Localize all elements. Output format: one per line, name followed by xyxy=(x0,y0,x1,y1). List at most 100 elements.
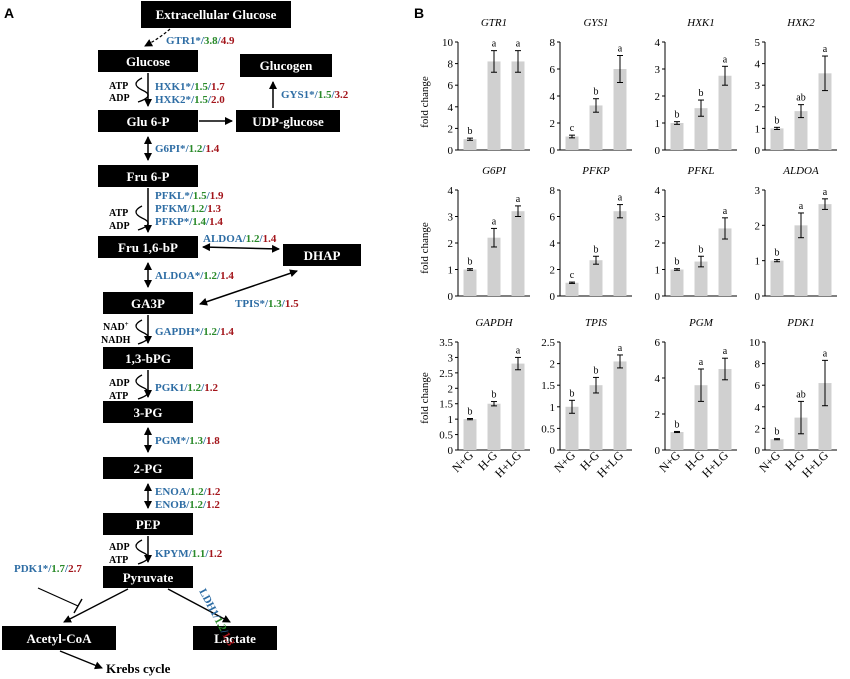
enzyme-aldoa-right: ALDOA/1.2/1.4 xyxy=(203,233,277,245)
x-category-tpis-0: N+G xyxy=(551,448,578,475)
bar-gtr1-2 xyxy=(511,61,525,150)
tick-label-pfkl: 0 xyxy=(655,291,661,303)
chart-hxk2: HXK2 0 1 2 3 4 5 b ab a xyxy=(755,17,837,157)
tick-label-gtr1: 2 xyxy=(448,123,454,135)
enzyme-gapdh: GAPDH*/1.2/1.4 xyxy=(155,326,234,338)
metabolite-glucogen: Glucogen xyxy=(240,54,332,77)
tick-label-hxk2: 3 xyxy=(755,80,761,92)
svg-text:2-PG: 2-PG xyxy=(134,461,163,476)
svg-text:Fru 6-P: Fru 6-P xyxy=(127,169,170,184)
tick-label-pdk1: 10 xyxy=(749,337,761,349)
chart-title-gys1: GYS1 xyxy=(583,17,608,29)
chart-title-hxk1: HXK1 xyxy=(686,17,715,29)
cofactor-nadh: NADH xyxy=(101,335,131,346)
chart-title-pfkl: PFKL xyxy=(687,165,715,177)
svg-text:Extracellular Glucose: Extracellular Glucose xyxy=(156,7,277,22)
tick-label-pfkp: 4 xyxy=(550,238,556,250)
ylabel-row-3: fold change xyxy=(419,372,431,424)
svg-text:GA3P: GA3P xyxy=(131,296,165,311)
significance-letter-gtr1-0: b xyxy=(468,126,473,137)
tick-label-tpis: 2 xyxy=(550,359,556,371)
metabolite-13bpg: 1,3-bPG xyxy=(103,347,193,369)
cofactor-curl-pfk xyxy=(135,205,149,231)
bar-tpis-2 xyxy=(613,361,627,450)
significance-letter-aldoa-0: b xyxy=(775,248,780,259)
metabolite-3pg: 3-PG xyxy=(103,401,193,423)
enzyme-gys1: GYS1*/1.5/3.2 xyxy=(281,89,349,101)
tick-label-pdk1: 2 xyxy=(755,423,761,435)
cofactor-adp-pgk1: ADP xyxy=(109,378,130,389)
significance-letter-pfkp-0: c xyxy=(570,270,575,281)
panel-b-label: B xyxy=(414,5,424,21)
tick-label-pgm: 2 xyxy=(655,409,661,421)
enzyme-hxk2: HXK2*/1.5/2.0 xyxy=(155,94,225,106)
tick-label-hxk1: 1 xyxy=(655,118,661,130)
significance-letter-gys1-0: c xyxy=(570,123,575,134)
arrow-pyruvate-lactate xyxy=(167,588,231,623)
tick-label-gtr1: 6 xyxy=(448,80,454,92)
significance-letter-gapdh-0: b xyxy=(468,407,473,418)
tick-label-hxk1: 2 xyxy=(655,91,661,103)
x-category-tpis-2: H+LG xyxy=(594,448,626,480)
significance-letter-tpis-0: b xyxy=(570,388,575,399)
chart-title-gapdh: GAPDH xyxy=(475,317,513,329)
cofactor-atp-pfk: ATP xyxy=(109,208,128,219)
chart-title-pgm: PGM xyxy=(688,317,714,329)
chart-hxk1: HXK1 0 1 2 3 4 b b a xyxy=(655,17,737,157)
tick-label-gapdh: 2.5 xyxy=(439,368,453,380)
tick-label-gys1: 6 xyxy=(550,64,556,76)
tick-label-pfkp: 6 xyxy=(550,212,556,224)
bar-hxk1-2 xyxy=(718,75,732,150)
tick-label-gys1: 2 xyxy=(550,118,556,130)
enzyme-pfkp: PFKP*/1.4/1.4 xyxy=(155,216,223,228)
significance-letter-gys1-2: a xyxy=(618,44,623,55)
cofactor-curl-hxk xyxy=(135,77,149,103)
enzyme-kpym: KPYM/1.1/1.2 xyxy=(155,548,223,560)
significance-letter-gapdh-1: b xyxy=(492,390,497,401)
tick-label-aldoa: 0 xyxy=(755,291,761,303)
chart-gys1: GYS1 0 2 4 6 8 c b a xyxy=(550,17,632,157)
significance-letter-hxk2-2: a xyxy=(823,44,828,55)
tick-label-hxk2: 5 xyxy=(755,37,761,49)
tick-label-pfkp: 8 xyxy=(550,185,556,197)
tick-label-pfkl: 3 xyxy=(655,212,661,224)
chart-pfkp: PFKP 0 2 4 6 8 c b a xyxy=(550,165,632,303)
tick-label-pgm: 6 xyxy=(655,337,661,349)
tick-label-gys1: 4 xyxy=(550,91,556,103)
tick-label-gapdh: 3 xyxy=(448,352,454,364)
chart-title-g6pi: G6PI xyxy=(482,165,507,177)
svg-text:Glucogen: Glucogen xyxy=(260,58,313,73)
chart-title-aldoa: ALDOA xyxy=(782,165,819,177)
significance-letter-pdk1-1: ab xyxy=(796,389,805,400)
significance-letter-pgm-2: a xyxy=(723,346,728,357)
significance-letter-gtr1-2: a xyxy=(516,39,521,50)
tick-label-pdk1: 0 xyxy=(755,445,761,457)
cofactor-atp-pgk1: ATP xyxy=(109,391,128,402)
bar-g6pi-0 xyxy=(463,269,477,296)
metabolite-ga3p: GA3P xyxy=(103,292,193,314)
tick-label-hxk1: 4 xyxy=(655,37,661,49)
tick-label-pdk1: 8 xyxy=(755,359,761,371)
cofactor-atp-hxk: ATP xyxy=(109,81,128,92)
significance-letter-aldoa-2: a xyxy=(823,187,828,198)
chart-aldoa: ALDOA 0 1 2 3 b a a xyxy=(755,165,837,303)
x-category-gapdh-2: H+LG xyxy=(492,448,524,480)
metabolite-fru16bp: Fru 1,6-bP xyxy=(98,236,198,258)
tick-label-gapdh: 1.5 xyxy=(439,399,453,411)
metabolite-glucose: Glucose xyxy=(98,50,198,72)
significance-letter-g6pi-2: a xyxy=(516,194,521,205)
tick-label-gys1: 8 xyxy=(550,37,556,49)
significance-letter-pfkp-2: a xyxy=(618,193,623,204)
significance-letter-g6pi-1: a xyxy=(492,216,497,227)
enzyme-enoa: ENOA/1.2/1.2 xyxy=(155,486,221,498)
chart-title-pfkp: PFKP xyxy=(581,165,610,177)
enzyme-enob: ENOB/1.2/1.2 xyxy=(155,499,220,511)
ylabel-row-2: fold change xyxy=(419,222,431,274)
enzyme-aldoa: ALDOA*/1.2/1.4 xyxy=(155,270,234,282)
significance-letter-g6pi-0: b xyxy=(468,257,473,268)
bar-hxk2-2 xyxy=(818,73,832,150)
significance-letter-pfkl-1: b xyxy=(699,244,704,255)
